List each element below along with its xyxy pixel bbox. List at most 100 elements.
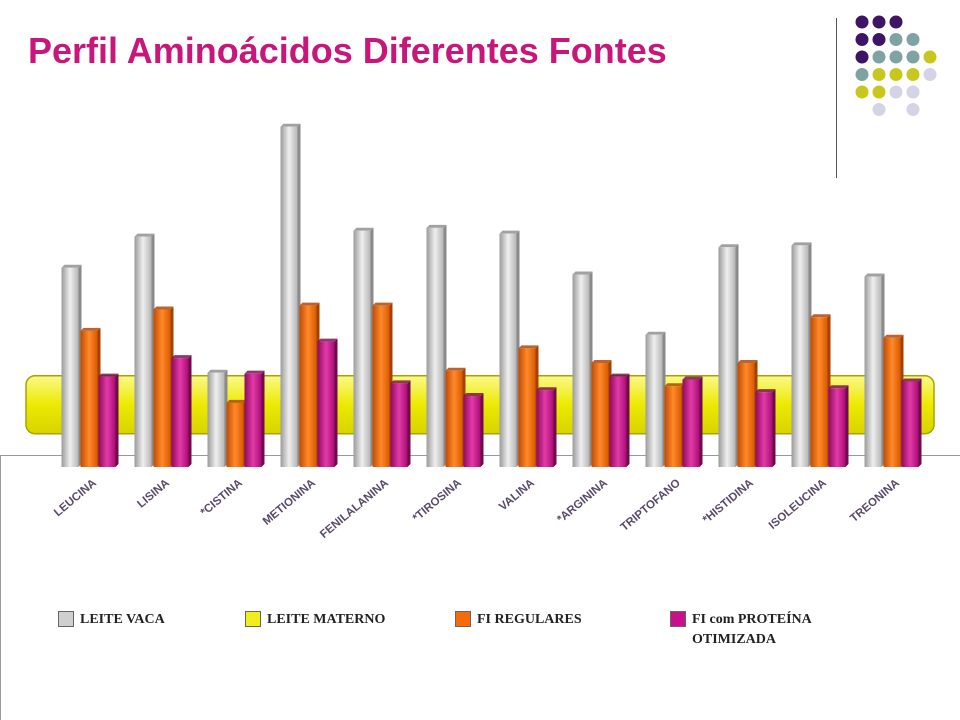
bar-fi-otimizada xyxy=(98,376,116,467)
bar-top-leite-vaca xyxy=(426,224,447,228)
decor-dot xyxy=(872,103,886,116)
bar-fi-regulares xyxy=(591,362,609,467)
bar-leite-vaca xyxy=(353,230,371,467)
bar-fi-otimizada xyxy=(828,388,846,467)
bar-top-leite-vaca xyxy=(572,271,593,275)
bar-top-fi-regulares xyxy=(810,314,831,318)
bar-top-fi-regulares xyxy=(591,359,612,363)
x-tick-label: VALINA xyxy=(497,477,537,513)
legend-label-fi-regulares: FI REGULARES xyxy=(477,612,582,627)
bar-top-fi-otimizada xyxy=(536,387,557,391)
bar-fi-regulares xyxy=(80,330,98,467)
decor-dot xyxy=(906,50,920,64)
bar-top-fi-otimizada xyxy=(682,376,703,380)
bar-fi-otimizada xyxy=(390,383,408,467)
bar-top-fi-regulares xyxy=(80,327,101,331)
bar-leite-vaca xyxy=(645,334,663,467)
x-tick-label: *TIROSINA xyxy=(411,477,464,524)
bar-fi-otimizada xyxy=(536,390,554,467)
legend-item-leite-vaca: LEITE VACA xyxy=(58,610,165,630)
decor-dot xyxy=(923,68,937,81)
bar-fi-regulares xyxy=(372,305,390,467)
legend-swatch-leite-materno xyxy=(245,611,261,627)
amino-acid-bar-chart: LEUCINA LISINA *CISTINA METIONINA FENILALANI… xyxy=(25,123,935,541)
bar-top-leite-vaca xyxy=(645,331,666,335)
bar-fi-regulares xyxy=(299,305,317,467)
bar-fi-otimizada xyxy=(244,373,262,467)
bar-top-leite-vaca xyxy=(499,230,520,234)
bar-top-fi-regulares xyxy=(372,302,393,306)
bar-depth-fi-otimizada xyxy=(480,393,484,467)
decor-dot xyxy=(906,85,920,99)
bar-top-fi-otimizada xyxy=(98,373,119,377)
bar-fi-regulares xyxy=(737,362,755,467)
bar-depth-fi-otimizada xyxy=(626,373,630,467)
legend-swatch-fi-regulares xyxy=(455,611,471,627)
bar-fi-otimizada xyxy=(171,358,189,467)
legend-label-leite-materno: LEITE MATERNO xyxy=(267,612,386,627)
bar-depth-fi-otimizada xyxy=(334,338,338,467)
x-tick-label: *HISTIDINA xyxy=(701,477,756,526)
bar-fi-regulares xyxy=(518,348,536,467)
decorative-divider xyxy=(836,18,837,178)
decor-dot xyxy=(906,103,920,116)
bar-fi-regulares xyxy=(810,317,828,467)
bar-depth-fi-otimizada xyxy=(699,376,703,467)
bar-depth-fi-otimizada xyxy=(845,385,849,467)
legend-item-fi-otimizada: FI com PROTEÍNA OTIMIZADA xyxy=(670,610,872,650)
legend-label-leite-vaca: LEITE VACA xyxy=(80,612,165,627)
bar-top-leite-vaca xyxy=(280,123,301,127)
legend-swatch-fi-otimizada xyxy=(670,611,686,627)
bar-fi-otimizada xyxy=(609,376,627,467)
decor-dot xyxy=(855,15,869,29)
bar-fi-otimizada xyxy=(317,341,335,467)
bar-fi-otimizada xyxy=(755,392,773,467)
bar-top-fi-regulares xyxy=(299,302,320,306)
bar-leite-vaca xyxy=(499,233,517,467)
decor-dot xyxy=(855,85,869,99)
bar-leite-vaca xyxy=(207,372,225,467)
bar-top-fi-otimizada xyxy=(828,385,849,389)
bar-leite-vaca xyxy=(791,245,809,467)
bar-fi-regulares xyxy=(883,337,901,467)
decor-dot xyxy=(855,50,869,64)
bar-fi-otimizada xyxy=(682,379,700,467)
decor-dot xyxy=(855,33,869,46)
x-tick-label: TREONINA xyxy=(848,477,902,525)
bar-fi-regulares xyxy=(153,309,171,467)
bar-top-fi-regulares xyxy=(737,359,758,363)
bar-top-fi-otimizada xyxy=(317,338,338,342)
bar-top-fi-otimizada xyxy=(609,373,630,377)
bar-depth-fi-otimizada xyxy=(115,373,119,467)
decor-dot xyxy=(872,33,886,46)
decor-dot xyxy=(872,85,886,99)
bar-top-fi-regulares xyxy=(883,334,904,338)
legend-item-fi-regulares: FI REGULARES xyxy=(455,610,582,630)
bar-leite-vaca xyxy=(718,247,736,467)
decor-dot xyxy=(872,68,886,81)
bar-top-fi-otimizada xyxy=(171,355,192,359)
bar-leite-vaca xyxy=(426,227,444,467)
bar-top-fi-regulares xyxy=(664,383,685,387)
bar-leite-vaca xyxy=(572,274,590,467)
x-tick-label: TRIPTOFANO xyxy=(619,477,683,534)
bar-top-leite-vaca xyxy=(718,244,739,248)
decor-dot xyxy=(906,33,920,46)
bar-top-leite-vaca xyxy=(134,233,155,237)
bar-top-leite-vaca xyxy=(207,369,228,373)
bar-top-fi-regulares xyxy=(226,399,247,403)
decor-dot xyxy=(889,50,903,64)
bar-top-fi-regulares xyxy=(445,367,466,371)
x-tick-label: ISOLEUCINA xyxy=(767,477,829,532)
bar-fi-regulares xyxy=(664,386,682,467)
bar-depth-fi-otimizada xyxy=(772,389,776,467)
x-tick-label: *ARGININA xyxy=(555,477,610,526)
bar-top-fi-otimizada xyxy=(901,378,922,382)
decor-dot xyxy=(872,50,886,64)
bar-top-leite-vaca xyxy=(61,264,82,268)
decor-dot xyxy=(889,85,903,99)
bar-fi-regulares xyxy=(226,402,244,467)
decor-dot xyxy=(906,68,920,81)
bar-top-leite-vaca xyxy=(791,242,812,246)
bar-top-leite-vaca xyxy=(864,273,885,277)
